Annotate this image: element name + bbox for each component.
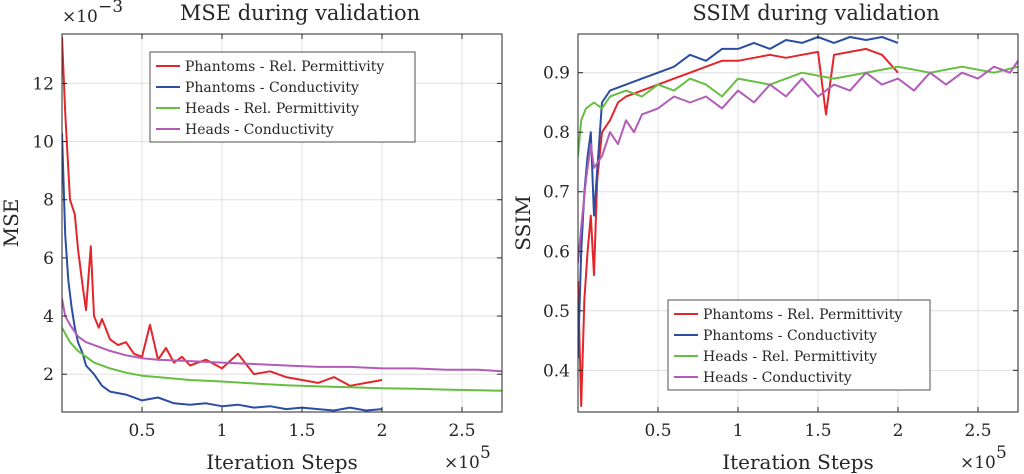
legend-box bbox=[667, 299, 931, 391]
y-axis-label: MSE bbox=[0, 199, 23, 248]
y-tick-label: 0.7 bbox=[543, 183, 570, 203]
legend-label-2: Phantoms - Conductivity bbox=[703, 328, 877, 344]
x-tick-label: 1 bbox=[217, 421, 228, 441]
series-line-4 bbox=[62, 298, 502, 373]
y-tick-label: 4 bbox=[43, 307, 54, 327]
x-tick-label: 2.5 bbox=[448, 421, 475, 441]
x-axis-multiplier-exponent: 5 bbox=[480, 443, 491, 463]
chart-title: MSE during validation bbox=[180, 1, 420, 25]
legend-box bbox=[149, 51, 416, 143]
y-tick-label: 0.8 bbox=[543, 123, 570, 143]
x-axis-multiplier: ×10 bbox=[444, 453, 480, 473]
x-tick-label: 2 bbox=[377, 421, 388, 441]
y-tick-label: 8 bbox=[43, 191, 54, 211]
series-line-3 bbox=[62, 327, 502, 392]
plot-frame bbox=[577, 33, 1019, 413]
legend-label-1: Phantoms - Rel. Permittivity bbox=[185, 59, 384, 75]
chart-title: SSIM during validation bbox=[692, 1, 939, 25]
y-tick-label: 0.4 bbox=[543, 361, 570, 381]
series-line-1 bbox=[578, 47, 899, 407]
y-tick-label: 0.9 bbox=[543, 64, 570, 84]
x-tick-label: 0.5 bbox=[644, 421, 671, 441]
y-axis-multiplier-exponent: −3 bbox=[98, 0, 123, 17]
legend-label-4: Heads - Conductivity bbox=[185, 122, 334, 138]
y-tick-label: 6 bbox=[43, 249, 54, 269]
y-tick-label: 0.6 bbox=[543, 242, 570, 262]
plot-frame bbox=[61, 33, 503, 413]
legend-label-4: Heads - Conductivity bbox=[703, 370, 852, 386]
x-tick-label: 2 bbox=[893, 421, 904, 441]
y-tick-label: 10 bbox=[32, 133, 54, 153]
x-tick-label: 2.5 bbox=[964, 421, 991, 441]
series-line-3 bbox=[578, 65, 1018, 157]
x-tick-label: 1 bbox=[733, 421, 744, 441]
legend-label-1: Phantoms - Rel. Permittivity bbox=[703, 307, 902, 323]
y-tick-label: 0.5 bbox=[543, 302, 570, 322]
legend-label-3: Heads - Rel. Permittivity bbox=[703, 349, 877, 365]
x-axis-label: Iteration Steps bbox=[722, 450, 874, 474]
y-axis-label: SSIM bbox=[511, 195, 535, 250]
series-line-1 bbox=[62, 36, 383, 387]
x-tick-label: 1.5 bbox=[288, 421, 315, 441]
y-tick-label: 2 bbox=[43, 365, 54, 385]
x-tick-label: 0.5 bbox=[128, 421, 155, 441]
x-axis-multiplier: ×10 bbox=[960, 453, 996, 473]
x-axis-label: Iteration Steps bbox=[206, 450, 358, 474]
ssim-chart: 0.5 1 1.5 2 2.5 0.4 0.5 0.6 0.7 0.8 0.9 SSIM during… bbox=[511, 1, 1019, 474]
y-tick-label: 12 bbox=[32, 74, 54, 94]
legend-label-2: Phantoms - Conductivity bbox=[185, 80, 359, 96]
y-axis-multiplier: ×10 bbox=[62, 7, 98, 27]
series-line-4 bbox=[578, 60, 1018, 264]
x-tick-label: 1.5 bbox=[804, 421, 831, 441]
x-axis-multiplier-exponent: 5 bbox=[996, 443, 1007, 463]
legend-label-3: Heads - Rel. Permittivity bbox=[185, 101, 359, 117]
mse-chart: 0.5 1 1.5 2 2.5 2 4 6 8 10 12 MSE during validation… bbox=[0, 0, 503, 474]
